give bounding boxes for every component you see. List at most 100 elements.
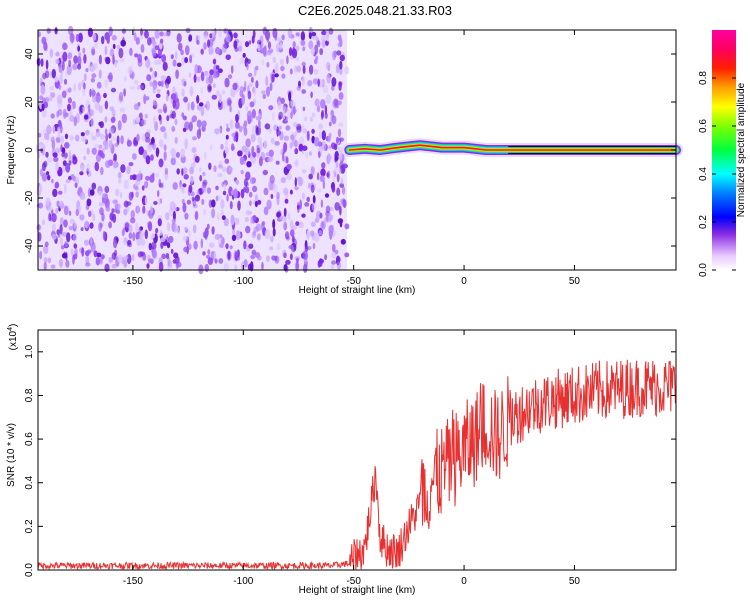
- noise-blob: [94, 41, 98, 49]
- noise-blob: [326, 61, 331, 70]
- noise-blob: [65, 260, 70, 268]
- noise-blob: [157, 197, 161, 206]
- noise-blob: [275, 42, 281, 53]
- noise-blob: [215, 195, 219, 202]
- noise-blob: [135, 116, 141, 123]
- noise-blob: [324, 193, 330, 198]
- noise-blob: [218, 68, 223, 73]
- noise-blob: [36, 224, 42, 232]
- noise-blob: [310, 91, 313, 99]
- noise-blob: [209, 69, 214, 76]
- noise-blob: [163, 106, 168, 114]
- noise-blob: [113, 153, 117, 161]
- noise-blob: [327, 153, 331, 163]
- noise-blob: [310, 203, 315, 213]
- noise-blob: [65, 163, 71, 173]
- noise-blob: [292, 41, 296, 49]
- noise-blob: [138, 146, 144, 156]
- noise-blob: [245, 225, 251, 234]
- noise-blob: [189, 86, 194, 97]
- noise-blob: [246, 61, 249, 71]
- noise-blob: [192, 136, 197, 141]
- noise-blob: [310, 47, 315, 56]
- noise-blob: [314, 217, 319, 222]
- noise-blob: [165, 32, 171, 37]
- noise-blob: [313, 58, 318, 65]
- noise-blob: [155, 147, 160, 158]
- noise-blob: [74, 182, 78, 188]
- noise-blob: [58, 200, 64, 209]
- noise-blob: [199, 175, 203, 182]
- noise-blob: [264, 229, 271, 240]
- noise-blob: [329, 206, 334, 212]
- noise-blob: [254, 194, 259, 201]
- noise-blob: [286, 55, 289, 65]
- noise-blob: [77, 55, 82, 66]
- noise-blob: [311, 202, 317, 212]
- noise-blob: [68, 160, 72, 166]
- noise-blob: [310, 221, 316, 227]
- noise-blob: [150, 206, 153, 215]
- noise-blob: [250, 254, 256, 260]
- noise-blob: [263, 206, 269, 216]
- noise-blob: [292, 122, 298, 128]
- noise-blob: [225, 134, 229, 140]
- noise-blob: [86, 147, 90, 155]
- noise-blob: [320, 220, 326, 230]
- noise-blob: [331, 185, 336, 193]
- noise-blob: [257, 199, 262, 205]
- noise-blob: [46, 131, 50, 141]
- noise-blob: [160, 237, 166, 243]
- noise-blob: [194, 210, 199, 221]
- noise-blob: [163, 32, 167, 37]
- noise-blob: [123, 179, 129, 190]
- noise-blob: [296, 85, 301, 91]
- noise-blob: [96, 81, 102, 89]
- noise-blob: [262, 26, 268, 36]
- noise-blob: [290, 100, 296, 108]
- noise-blob: [110, 87, 117, 93]
- noise-blob: [337, 42, 342, 48]
- noise-blob: [183, 246, 189, 253]
- noise-blob: [276, 211, 281, 218]
- noise-blob: [234, 251, 238, 261]
- noise-blob: [228, 74, 233, 79]
- noise-blob: [255, 223, 262, 231]
- noise-blob: [67, 103, 71, 112]
- noise-blob: [80, 227, 84, 232]
- noise-blob: [315, 36, 320, 46]
- noise-blob: [301, 61, 306, 67]
- noise-blob: [220, 143, 224, 150]
- noise-blob: [211, 208, 216, 219]
- noise-blob: [154, 45, 160, 51]
- noise-blob: [328, 145, 332, 150]
- noise-blob: [120, 164, 126, 173]
- noise-blob: [263, 140, 267, 150]
- noise-blob: [211, 28, 216, 38]
- noise-blob: [188, 228, 191, 239]
- noise-blob: [119, 191, 123, 199]
- noise-blob: [331, 252, 336, 259]
- noise-blob: [161, 253, 167, 260]
- noise-blob: [202, 181, 207, 189]
- noise-blob: [63, 205, 69, 216]
- noise-blob: [334, 150, 340, 162]
- noise-blob: [137, 59, 143, 67]
- noise-blob: [79, 191, 86, 200]
- noise-blob: [222, 43, 227, 53]
- noise-blob: [271, 111, 275, 121]
- noise-blob: [306, 229, 310, 240]
- noise-blob: [58, 258, 64, 268]
- noise-blob: [40, 84, 46, 95]
- noise-blob: [219, 125, 223, 134]
- noise-blob: [83, 53, 87, 64]
- noise-blob: [70, 105, 73, 110]
- noise-blob: [282, 152, 285, 162]
- noise-blob: [87, 104, 91, 112]
- noise-blob: [287, 109, 291, 120]
- noise-blob: [340, 177, 344, 185]
- noise-blob: [319, 131, 322, 139]
- noise-blob: [272, 56, 277, 64]
- noise-blob: [155, 93, 161, 99]
- noise-blob: [221, 90, 226, 95]
